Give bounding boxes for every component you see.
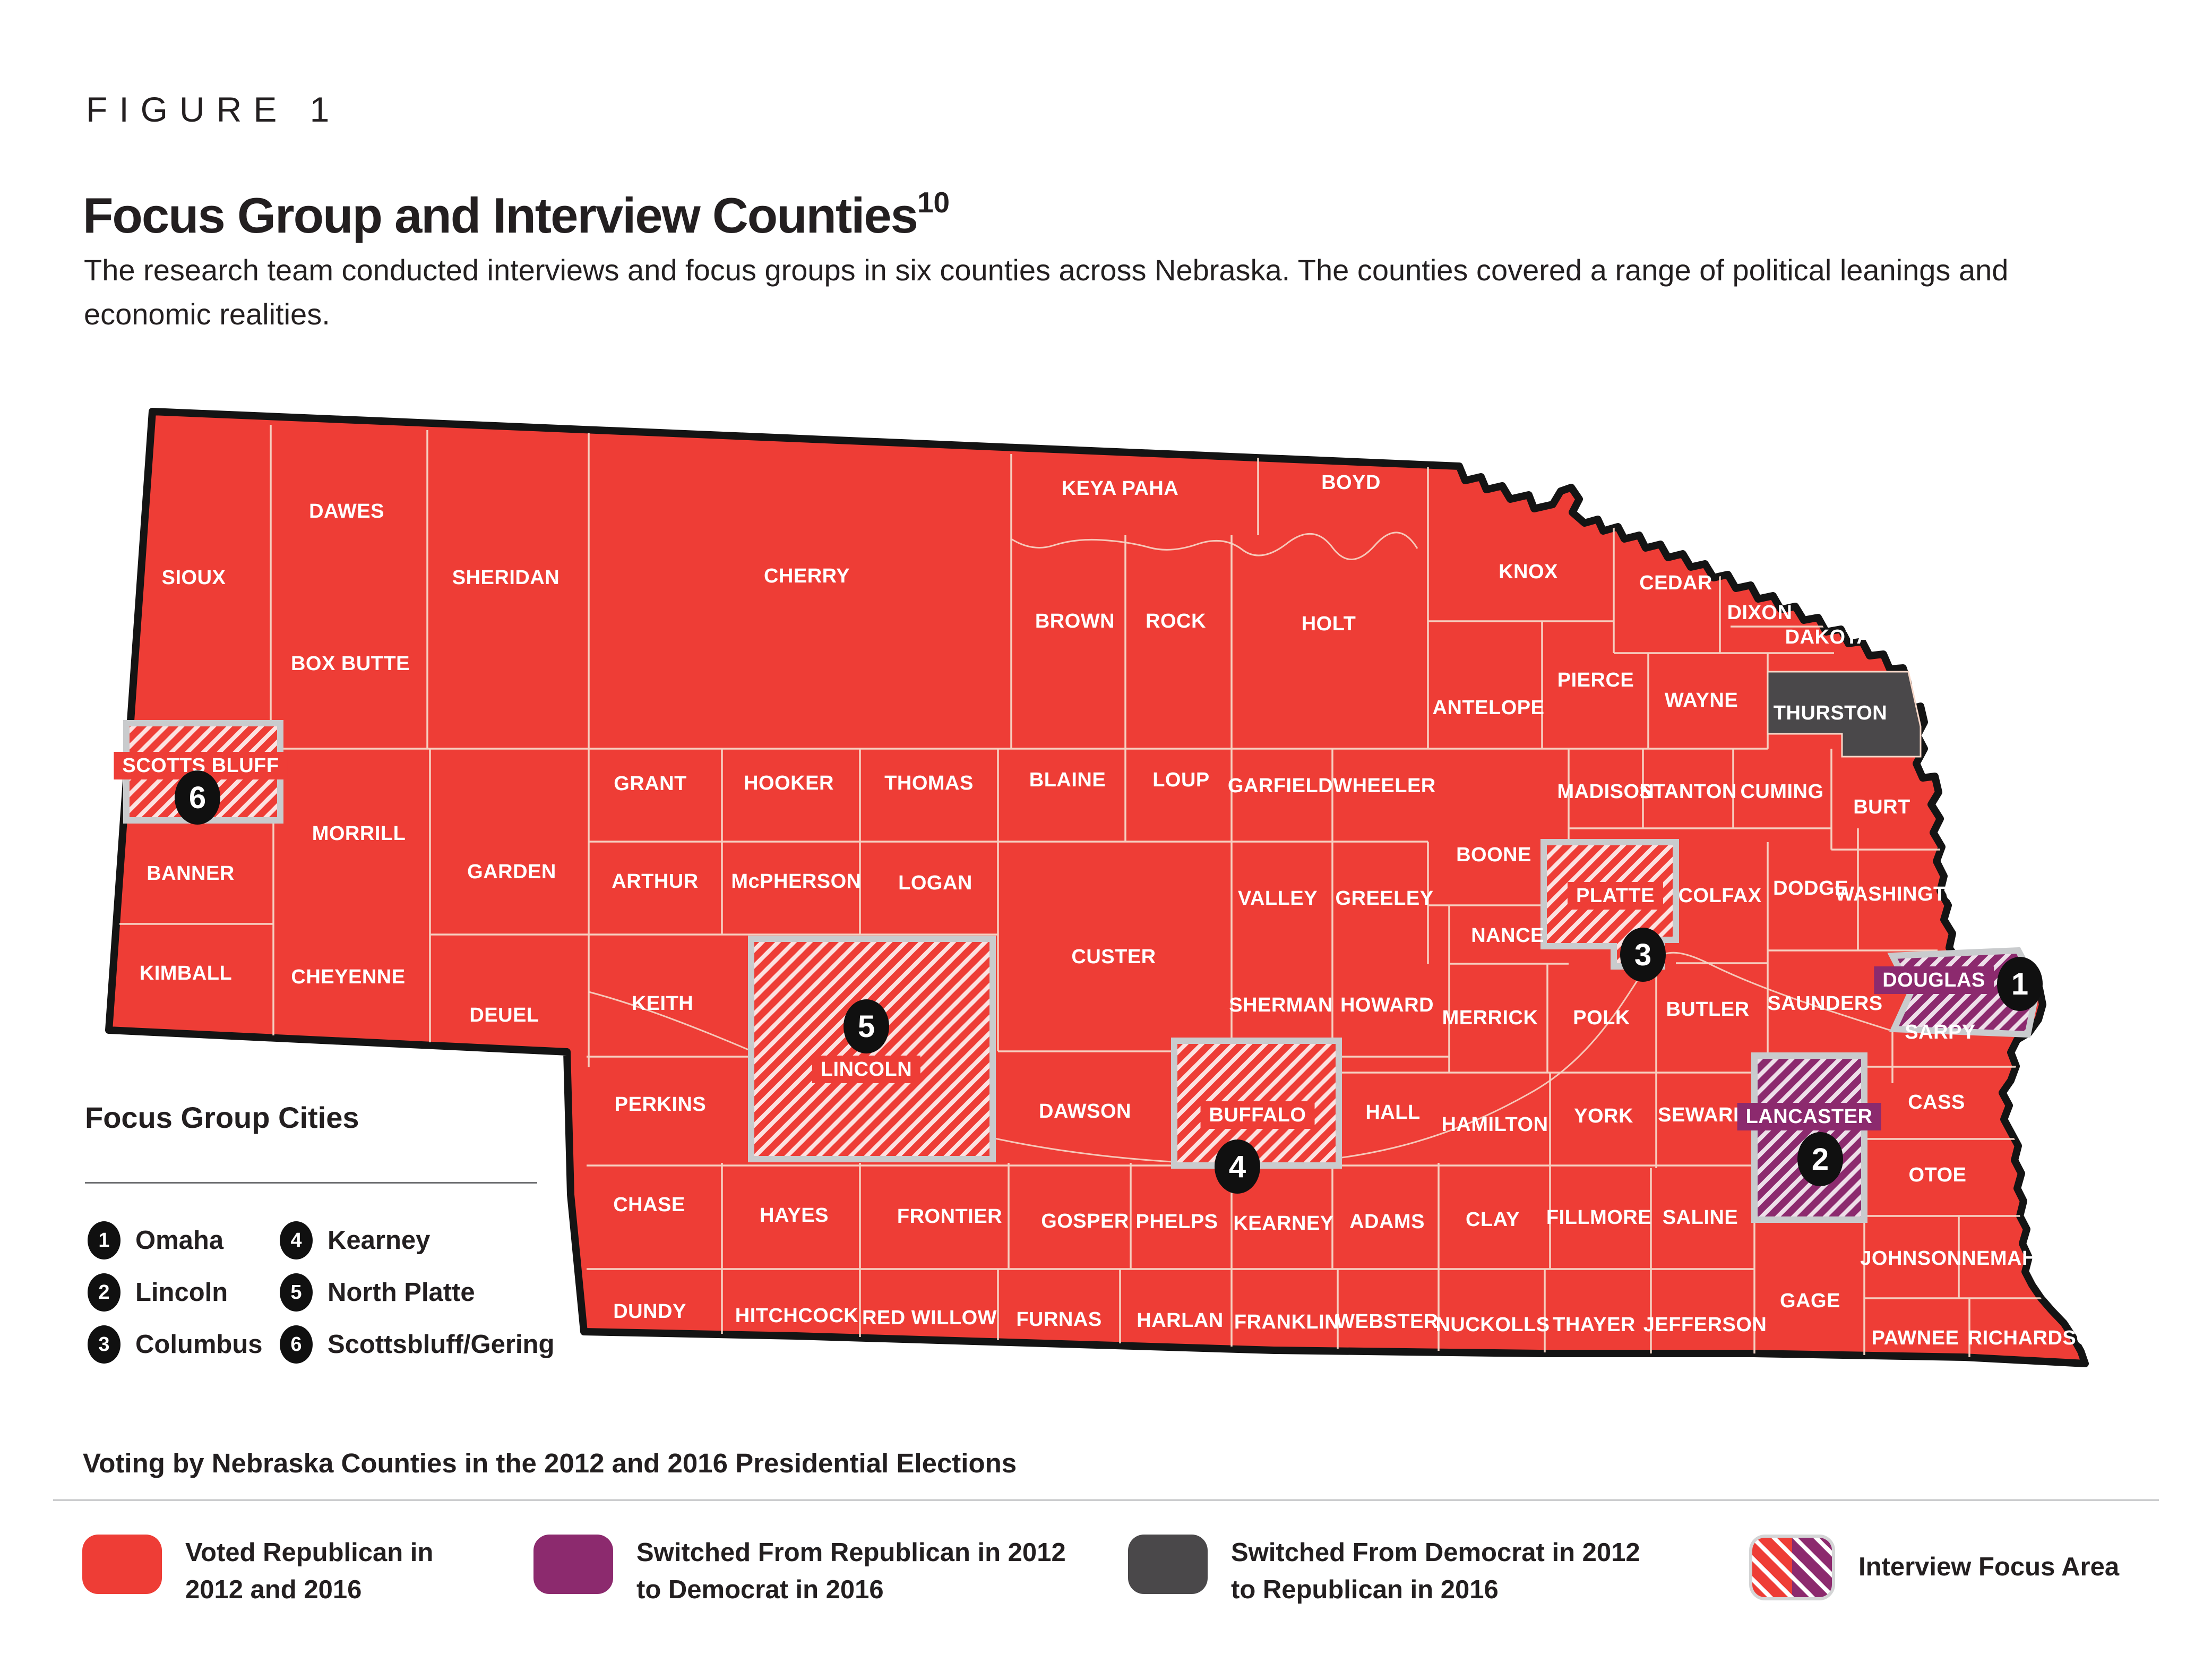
legend-label-dark: Switched From Democrat in 2012 to Republ… xyxy=(1231,1538,1640,1604)
legend-swatch-dark xyxy=(1128,1535,1208,1594)
legend-swatch-hatched xyxy=(1749,1535,1835,1600)
scotts-bluff-focus-shape xyxy=(123,720,283,824)
focus-city-number-1: 1 xyxy=(88,1221,121,1259)
platte-focus-shape xyxy=(1540,839,1679,970)
douglas-focus-shape xyxy=(1887,947,2041,1038)
focus-city-item-kearney: 4 Kearney xyxy=(280,1221,430,1259)
figure-title-footnote: 10 xyxy=(917,185,950,219)
focus-city-label-omaha: Omaha xyxy=(135,1226,224,1255)
figure-title: Focus Group and Interview Counties10 xyxy=(83,185,950,244)
county-grid-lines xyxy=(119,425,2049,1357)
focus-city-number-4: 4 xyxy=(280,1221,313,1259)
focus-city-item-north-platte: 5 North Platte xyxy=(280,1273,475,1312)
focus-city-label-kearney: Kearney xyxy=(328,1226,431,1255)
focus-city-label-north-platte: North Platte xyxy=(328,1278,475,1307)
focus-city-item-omaha: 1 Omaha xyxy=(88,1221,223,1259)
figure-description: The research team conducted interviews a… xyxy=(84,253,2009,331)
focus-city-number-5: 5 xyxy=(280,1273,313,1312)
focus-group-cities-title: Focus Group Cities xyxy=(85,1101,359,1134)
voting-legend-item-hatched: Interview Focus Area xyxy=(1749,1535,2119,1600)
focus-group-cities-divider xyxy=(85,1182,537,1184)
voting-legend-item-red: Voted Republican in 2012 and 2016 xyxy=(82,1535,433,1608)
voting-legend-item-purple: Switched From Republican in 2012 to Demo… xyxy=(533,1535,1066,1608)
focus-city-item-scottsbluff-gering: 6 Scottsbluff/Gering xyxy=(280,1325,554,1364)
focus-city-label-lincoln: Lincoln xyxy=(135,1278,228,1307)
focus-city-number-3: 3 xyxy=(88,1325,121,1364)
figure-label: FIGURE 1 xyxy=(86,90,341,129)
focus-city-item-columbus: 3 Columbus xyxy=(88,1325,263,1364)
thurston-county-shape xyxy=(1767,671,1922,758)
focus-city-number-6: 6 xyxy=(280,1325,313,1364)
legend-swatch-red xyxy=(82,1535,162,1594)
focus-city-number-2: 2 xyxy=(88,1273,121,1312)
legend-label-hatched: Interview Focus Area xyxy=(1858,1553,2120,1582)
state-outline xyxy=(105,408,2089,1367)
niobrara-river-line xyxy=(1011,532,1418,560)
lincoln-focus-shape xyxy=(748,936,996,1162)
focus-city-item-lincoln: 2 Lincoln xyxy=(88,1273,228,1312)
legend-label-red: Voted Republican in 2012 and 2016 xyxy=(185,1538,434,1604)
legend-swatch-purple xyxy=(533,1535,613,1594)
voting-legend-divider xyxy=(53,1499,2159,1501)
voting-legend-title: Voting by Nebraska Counties in the 2012 … xyxy=(83,1448,1017,1478)
focus-city-label-scottsbluff-gering: Scottsbluff/Gering xyxy=(328,1330,555,1359)
figure-title-text: Focus Group and Interview Counties xyxy=(83,187,918,243)
voting-legend-item-dark: Switched From Democrat in 2012 to Republ… xyxy=(1128,1535,1640,1608)
buffalo-focus-shape xyxy=(1171,1038,1342,1169)
lancaster-focus-shape xyxy=(1751,1052,1867,1223)
legend-label-purple: Switched From Republican in 2012 to Demo… xyxy=(636,1538,1066,1604)
focus-city-label-columbus: Columbus xyxy=(135,1330,263,1359)
